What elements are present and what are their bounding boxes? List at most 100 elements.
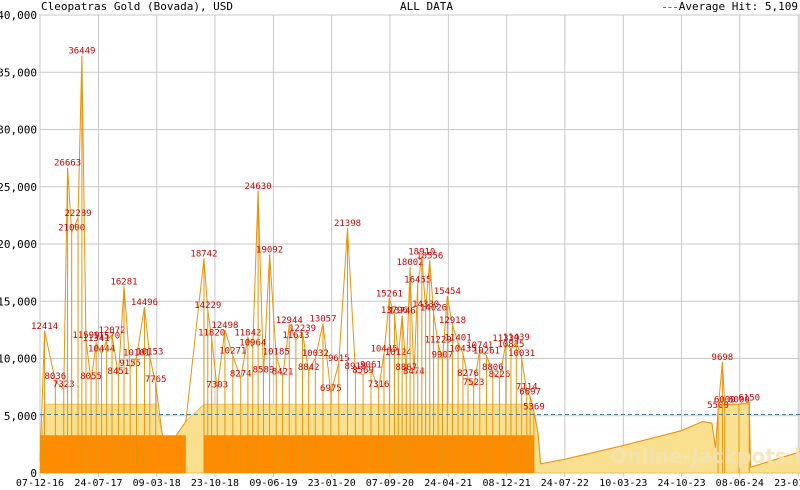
hit-value-label: 12072 [98,326,125,336]
hit-value-label: 13057 [309,314,336,324]
hit-value-label: 7523 [463,378,485,388]
y-tick-label: 20,000 [0,238,37,251]
x-tick-label: 23-01-20 [308,478,356,489]
hit-value-label: 6975 [320,384,342,394]
hit-value-label: 9698 [712,353,734,363]
hit-value-label: 10032 [302,349,329,359]
y-tick-label: 40,000 [0,9,37,22]
hit-value-label: 22289 [65,209,92,219]
x-tick-label: 23-01-25 [774,478,800,489]
hit-value-label: 13746 [389,307,416,317]
hit-value-label: 10444 [88,344,115,354]
x-tick-label: 09-03-18 [133,478,181,489]
chart-subtitle: ALL DATA [400,0,453,13]
hit-value-label: 8474 [403,367,425,377]
x-tick-label: 24-04-21 [424,478,472,489]
hit-value-label: 6697 [519,387,541,397]
hit-value-label: 8569 [352,366,374,376]
hit-value-label: 18002 [397,258,424,268]
x-tick-label: 07-09-20 [366,478,414,489]
hit-value-label: 10153 [136,348,163,358]
x-tick-label: 07-12-16 [16,478,64,489]
hit-value-label: 11439 [503,333,530,343]
x-tick-label: 08-06-24 [716,478,764,489]
x-tick-label: 23-10-18 [191,478,239,489]
hit-value-label: 11570 [93,332,120,342]
hit-value-label: 10101 [123,348,150,358]
hit-value-label: 10261 [473,347,500,357]
hit-value-label: 21398 [334,219,361,229]
hit-value-label: 6000 [728,395,750,405]
hit-value-label: 12414 [31,322,58,332]
hit-value-label: 10741 [466,341,493,351]
x-tick-label: 09-06-19 [249,478,297,489]
hit-value-label: 14229 [194,301,221,311]
hit-value-label: 8274 [230,369,252,379]
hit-value-label: 10124 [385,348,412,358]
y-tick-label: 25,000 [0,181,37,194]
hit-value-label: 7114 [516,383,538,393]
hit-value-label: 10271 [219,346,246,356]
hit-value-label: 8842 [298,363,320,373]
hit-value-label: 16455 [404,276,431,286]
y-tick-label: 5,000 [4,410,37,423]
hit-value-label: 11401 [445,333,472,343]
hit-value-label: 11599 [72,331,99,341]
hit-value-label: 26663 [54,159,81,169]
hit-value-label: 14496 [131,298,158,308]
hit-value-label: 18742 [190,249,217,259]
hit-value-label: 18556 [416,252,443,262]
hit-value-label: 19092 [256,245,283,255]
hit-value-label: 10435 [449,345,476,355]
average-line-swatch [662,6,677,8]
hit-value-label: 9615 [328,354,350,364]
hit-value-label: 7316 [368,380,390,390]
hit-value-label: 14330 [412,300,439,310]
hit-value-label: 13796 [381,306,408,316]
hit-value-label: 14026 [420,303,447,313]
hit-value-label: 10031 [508,349,535,359]
hit-value-label: 12918 [439,316,466,326]
hit-value-label: 10445 [370,344,397,354]
x-tick-label: 24-10-23 [657,478,705,489]
hit-value-label: 7765 [145,375,167,385]
hit-value-label: 8807 [395,363,417,373]
hit-value-label: 11229 [425,335,452,345]
hit-value-label: 9907 [432,351,454,361]
hit-value-label: 8036 [44,372,66,382]
y-tick-label: 30,000 [0,124,37,137]
hit-value-label: 36449 [68,47,95,57]
hit-value-label: 12944 [276,316,303,326]
x-tick-label: 24-07-17 [74,478,122,489]
hit-value-label: 24630 [245,182,272,192]
hit-value-label: 8276 [457,369,479,379]
dense-hit-band [40,435,186,473]
hit-value-label: 6000 [714,395,736,405]
hit-value-label: 8421 [272,368,294,378]
x-tick-label: 10-03-23 [599,478,647,489]
dense-hit-band [203,435,534,473]
hit-value-label: 18910 [408,247,435,257]
hit-value-label: 8451 [108,367,130,377]
hit-value-label: 8226 [489,370,511,380]
hit-value-label: 9061 [360,360,382,370]
average-hit-legend: Average Hit: 5,109 [662,0,798,13]
hit-value-label: 7303 [206,380,228,390]
hit-value-label: 8806 [482,363,504,373]
hit-value-label: 7323 [53,380,75,390]
hit-value-label: 16281 [110,278,137,288]
hit-value-label: 11842 [234,328,261,338]
hit-value-label: 8055 [80,372,102,382]
x-tick-label: 24-07-22 [541,478,589,489]
hit-value-label: 10825 [497,340,524,350]
hit-value-label: 12239 [289,324,316,334]
hit-value-label: 10964 [239,338,266,348]
y-tick-label: 15,000 [0,295,37,308]
hit-value-label: 8589 [253,366,275,376]
hit-value-label: 15454 [434,287,461,297]
chart-title: Cleopatras Gold (Bovada), USD [41,0,234,13]
hit-value-label: 11341 [83,334,110,344]
hit-value-label: 5500 [707,401,729,411]
hit-value-label: 11339 [492,334,519,344]
